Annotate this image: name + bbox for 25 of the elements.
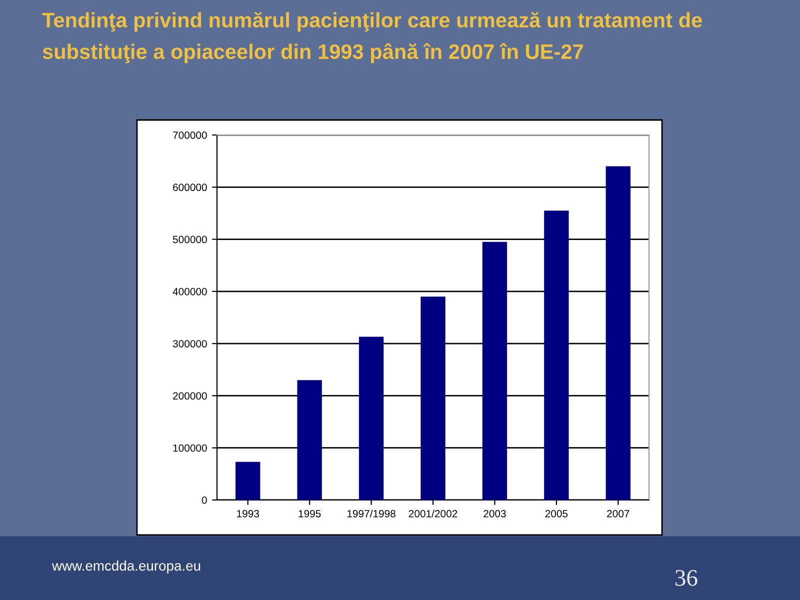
bar bbox=[544, 210, 569, 500]
text: 36 bbox=[676, 570, 698, 586]
x-tick-label: 2005 bbox=[545, 510, 568, 518]
x-tick-label: 1997/1998 bbox=[347, 510, 396, 518]
chart-title: Tendinţa privind numărul pacienţilor care urmează un tratament de substituţie a opiaceelor din 1993 până în 2007 în UE-27 bbox=[42, 12, 702, 64]
y-tick-label: 500000 bbox=[172, 236, 207, 244]
x-tick-label: 2007 bbox=[607, 510, 630, 518]
y-tick-label: 400000 bbox=[172, 288, 207, 296]
y-tick-label: 200000 bbox=[173, 392, 207, 400]
bar bbox=[236, 462, 260, 500]
y-tick-label: 700000 bbox=[173, 132, 207, 139]
bar bbox=[297, 380, 322, 500]
y-tick-label: 0 bbox=[202, 496, 207, 504]
x-tick-label: 2001/2002 bbox=[408, 510, 458, 518]
bar bbox=[358, 336, 384, 500]
bar bbox=[606, 166, 630, 500]
x-tick-label: 1993 bbox=[237, 510, 259, 518]
y-tick-label: 100000 bbox=[173, 444, 207, 452]
x-tick-label: 2003 bbox=[484, 510, 506, 518]
bar bbox=[420, 296, 446, 500]
bar bbox=[482, 242, 508, 500]
y-tick-label: 600000 bbox=[173, 184, 207, 192]
x-tick-label: 1995 bbox=[298, 510, 321, 518]
y-tick-label: 300000 bbox=[172, 340, 207, 348]
text: www.emcdda.europa.eu bbox=[52, 560, 200, 574]
